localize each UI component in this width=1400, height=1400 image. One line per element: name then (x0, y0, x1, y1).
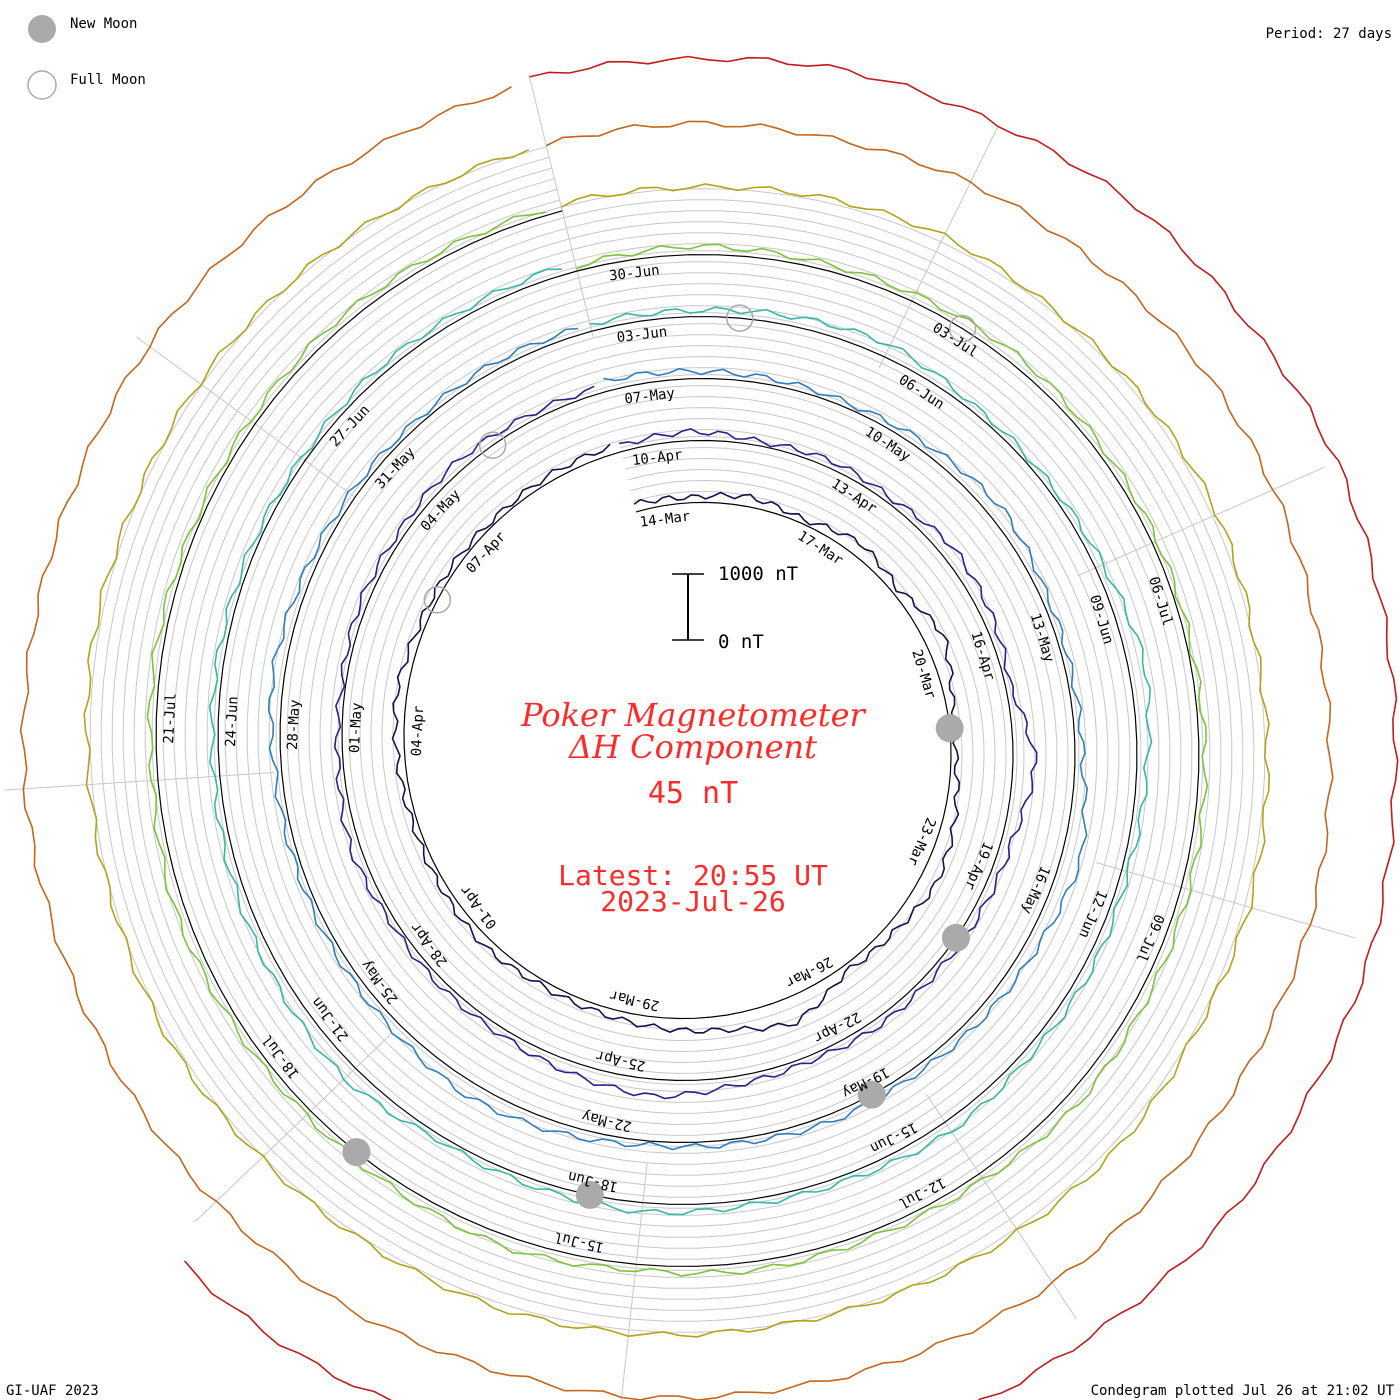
date-label: 04-Apr (409, 705, 428, 756)
date-label: 30-Jun (608, 262, 660, 284)
trace-rotation-1 (391, 443, 961, 1034)
date-label: 07-Apr (463, 529, 509, 577)
full-moon-marker (725, 304, 754, 332)
trace-rotation-3 (267, 327, 1089, 1151)
date-label: 21-Jul (161, 693, 180, 744)
date-label: 29-Mar (608, 987, 661, 1014)
full-moon-marker (423, 586, 452, 614)
date-label: 26-Mar (783, 953, 835, 990)
date-label: 01-Apr (457, 882, 500, 932)
date-label: 13-Apr (828, 476, 879, 517)
trace-rotation-8 (183, 55, 1399, 1400)
new-moon-marker (935, 714, 964, 743)
grid-spiral (111, 167, 1244, 1311)
new-moon-marker (857, 1080, 886, 1109)
date-label: 22-Apr (811, 1008, 863, 1045)
day-spoke (878, 125, 999, 369)
date-label: 28-Apr (408, 919, 451, 969)
date-label: 06-Jun (896, 372, 947, 413)
date-label: 21-Jun (309, 994, 352, 1044)
date-label: 13-May (1027, 611, 1057, 664)
legend-new-moon-label: New Moon (70, 16, 137, 32)
date-label: 24-Jun (223, 696, 242, 747)
day-spoke (528, 74, 594, 338)
date-label: 28-May (285, 699, 304, 750)
date-label: 04-May (418, 487, 464, 535)
trace-rotation-4 (208, 268, 1153, 1216)
baseline-value: 45 nT (648, 776, 738, 811)
day-spoke (620, 1162, 648, 1400)
scale-bottom-label: 0 nT (718, 631, 764, 653)
footer-left: GI-UAF 2023 (6, 1383, 99, 1399)
grid-spiral (122, 178, 1233, 1300)
scale-top-label: 1000 nT (718, 563, 798, 585)
latest-date: 2023-Jul-26 (600, 885, 785, 918)
date-label: 14-Mar (639, 509, 691, 531)
day-spoke (4, 771, 274, 791)
chart-title-line1: Poker Magnetometer (520, 696, 866, 734)
moon-markers (342, 304, 977, 1209)
date-label: 31-May (372, 444, 418, 492)
date-label: 22-May (580, 1107, 633, 1134)
date-label: 16-Apr (967, 630, 997, 683)
new-moon-marker (342, 1138, 371, 1167)
latest-time: Latest: 20:55 UT (558, 859, 828, 892)
chart-title-line2: ΔH Component (567, 728, 817, 766)
day-spoke (194, 1035, 390, 1223)
date-label: 27-Jun (327, 402, 373, 450)
legend-full-moon-label: Full Moon (70, 72, 146, 88)
full-moon-marker (948, 314, 977, 343)
scale-bar (672, 573, 704, 641)
date-label: 20-Mar (908, 648, 938, 701)
trace-rotation-6 (83, 148, 1271, 1338)
new-moon-marker (575, 1180, 604, 1209)
day-spoke (136, 336, 355, 498)
date-label: 15-Jun (867, 1119, 919, 1156)
new-moon-marker (941, 923, 970, 952)
data-traces (19, 55, 1399, 1400)
baseline-spiral (155, 210, 1200, 1267)
grid-spiral (100, 156, 1255, 1322)
date-label: 01-May (347, 702, 366, 753)
new-moon-icon (28, 15, 56, 43)
date-label: 18-Jul (259, 1031, 302, 1081)
grid-spiral (133, 188, 1222, 1289)
trace-rotation-5 (146, 211, 1209, 1277)
baseline-rings (155, 210, 1200, 1267)
period-label: Period: 27 days (1266, 26, 1392, 42)
day-spoke (1077, 466, 1325, 577)
date-label: 03-Jun (616, 324, 668, 346)
date-label: 03-Jul (929, 320, 980, 361)
footer-right: Condegram plotted Jul 26 at 21:02 UT (1091, 1383, 1395, 1399)
day-spoke (1096, 862, 1356, 939)
full-moon-icon (27, 70, 57, 100)
full-moon-marker (478, 431, 507, 459)
date-label: 23-Mar (904, 815, 938, 868)
trace-rotation-2 (333, 385, 1038, 1100)
trace-rotation-7 (19, 86, 1334, 1400)
date-label: 25-Apr (594, 1047, 647, 1074)
date-label: 07-May (624, 385, 676, 407)
date-label: 10-Apr (631, 447, 683, 469)
